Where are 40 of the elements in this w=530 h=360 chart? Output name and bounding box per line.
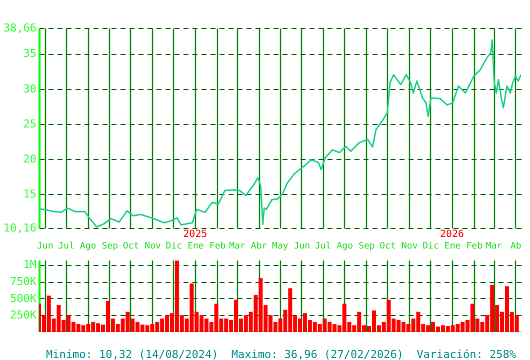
x-tick-label: Mar <box>229 242 246 252</box>
x-tick-label: Jun <box>294 242 310 252</box>
y-tick-label: 750K <box>10 275 37 288</box>
text: 2026 <box>440 229 464 240</box>
y-tick-label: 250K <box>10 308 37 322</box>
text: 2025 <box>183 229 208 240</box>
x-tick-label: Feb <box>466 242 482 252</box>
y-tick-label: 25 <box>23 117 36 130</box>
x-tick-label: Ene <box>188 242 204 252</box>
x-tick-label: May <box>272 242 289 252</box>
y-tick-label: 15 <box>23 188 36 201</box>
x-tick-label: Mar <box>486 242 503 252</box>
x-tick-label: Dic <box>422 242 439 252</box>
x-tick-label: Nov <box>401 242 418 252</box>
x-tick-label: Jul <box>314 242 332 252</box>
y-tick-label: 1M <box>23 258 37 272</box>
x-tick-label: Ab <box>510 242 522 252</box>
y-tick-label: 10,16 <box>3 222 36 234</box>
y-tick-label: 20 <box>23 152 36 166</box>
x-tick-label: Oct <box>122 242 140 252</box>
x-tick-label: Ago <box>336 242 354 252</box>
x-tick-label: Nov <box>144 242 161 252</box>
y-tick-label: 30 <box>23 82 36 96</box>
x-tick-label: Ago <box>80 242 96 252</box>
x-tick-label: Jul <box>58 242 74 252</box>
x-tick-label: Oct <box>380 242 396 252</box>
x-tick-label: Sep <box>102 242 118 252</box>
x-tick-label: Feb <box>209 242 226 252</box>
y-tick-label: 38,66 <box>3 22 36 34</box>
x-tick-label: Dic <box>166 242 182 252</box>
x-tick-label: Ene <box>444 242 461 252</box>
x-tick-label: Sep <box>358 242 375 252</box>
text: Minimo: 10,32 (14/08/2024) <box>46 348 218 360</box>
x-tick-label: Jun <box>36 242 54 252</box>
line-series <box>39 39 521 228</box>
y-tick-label: 35 <box>23 47 36 60</box>
text: Maximo: 36,96 (27/02/2026) <box>231 348 404 360</box>
text: Variación: 258% <box>416 348 516 360</box>
y-tick-label: 500K <box>10 292 37 305</box>
x-tick-label: Abr <box>250 242 268 252</box>
